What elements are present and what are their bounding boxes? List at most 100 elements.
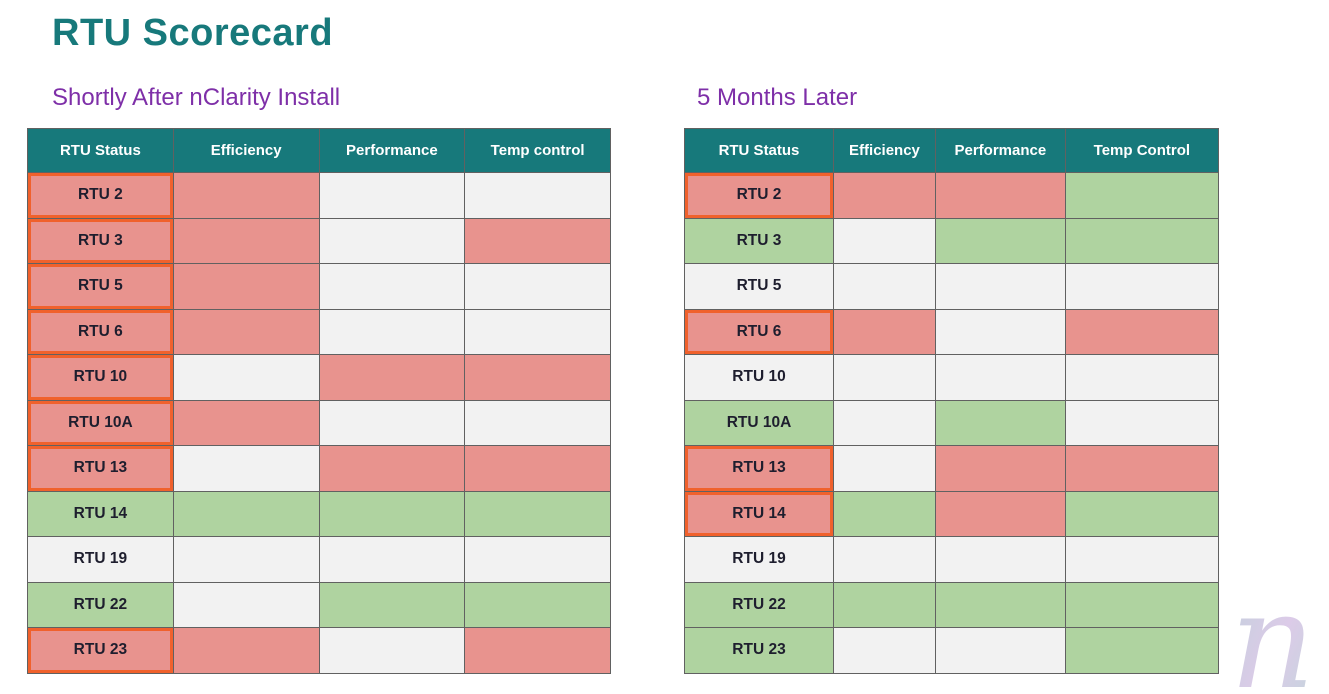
nclarity-logo-watermark: n	[1230, 576, 1315, 694]
scorecard-table-after: RTU Status Efficiency Performance Temp Cont…	[684, 128, 1220, 674]
column-header-temp-control: Temp control	[464, 128, 611, 173]
table-row-rtu-22: RTU 22	[684, 581, 1220, 628]
performance-cell	[318, 354, 466, 401]
temp-control-cell	[1064, 627, 1220, 674]
temp-control-cell	[464, 490, 611, 537]
efficiency-cell	[172, 627, 320, 674]
table-row-rtu-6: RTU 6	[684, 308, 1220, 355]
table-row-rtu-10: RTU 10	[684, 354, 1220, 401]
rtu-status-cell: RTU 5	[27, 263, 174, 310]
temp-control-cell	[1064, 354, 1220, 401]
efficiency-cell	[172, 581, 320, 628]
performance-cell	[934, 627, 1066, 674]
performance-cell	[934, 217, 1066, 264]
efficiency-cell	[172, 217, 320, 264]
table-row-rtu-2: RTU 2	[27, 172, 611, 219]
column-header-efficiency: Efficiency	[832, 128, 936, 173]
temp-control-cell	[1064, 308, 1220, 355]
temp-control-cell	[464, 172, 611, 219]
temp-control-cell	[1064, 172, 1220, 219]
column-header-rtu-status: RTU Status	[27, 128, 174, 173]
efficiency-cell	[832, 581, 936, 628]
rtu-status-cell: RTU 3	[684, 217, 834, 264]
efficiency-cell	[172, 263, 320, 310]
table-row-rtu-10a: RTU 10A	[27, 399, 611, 446]
header-row: RTU Status Efficiency Performance Temp Cont…	[684, 128, 1220, 173]
rtu-status-cell: RTU 5	[684, 263, 834, 310]
column-header-performance: Performance	[318, 128, 466, 173]
table-row-rtu-5: RTU 5	[684, 263, 1220, 310]
table-row-rtu-13: RTU 13	[27, 445, 611, 492]
table-row-rtu-6: RTU 6	[27, 308, 611, 355]
efficiency-cell	[172, 354, 320, 401]
performance-cell	[318, 445, 466, 492]
efficiency-cell	[172, 536, 320, 583]
temp-control-cell	[464, 308, 611, 355]
rtu-status-cell: RTU 3	[27, 217, 174, 264]
scorecard-section-before: Shortly After nClarity Install RTU Statu…	[27, 84, 611, 674]
performance-cell	[318, 627, 466, 674]
temp-control-cell	[464, 627, 611, 674]
temp-control-cell	[464, 445, 611, 492]
performance-cell	[934, 581, 1066, 628]
rtu-status-cell: RTU 23	[27, 627, 174, 674]
efficiency-cell	[832, 490, 936, 537]
table-row-rtu-14: RTU 14	[27, 490, 611, 537]
temp-control-cell	[464, 354, 611, 401]
temp-control-cell	[464, 217, 611, 264]
temp-control-cell	[464, 536, 611, 583]
temp-control-cell	[1064, 536, 1220, 583]
efficiency-cell	[172, 399, 320, 446]
efficiency-cell	[172, 172, 320, 219]
performance-cell	[318, 581, 466, 628]
rtu-status-cell: RTU 14	[27, 490, 174, 537]
efficiency-cell	[172, 490, 320, 537]
table-row-rtu-2: RTU 2	[684, 172, 1220, 219]
column-header-rtu-status: RTU Status	[684, 128, 834, 173]
efficiency-cell	[832, 354, 936, 401]
performance-cell	[934, 490, 1066, 537]
temp-control-cell	[1064, 581, 1220, 628]
efficiency-cell	[832, 308, 936, 355]
performance-cell	[934, 536, 1066, 583]
table-row-rtu-19: RTU 19	[684, 536, 1220, 583]
scorecard-table-before: RTU Status Efficiency Performance Temp cont…	[27, 128, 611, 674]
rtu-status-cell: RTU 13	[684, 445, 834, 492]
efficiency-cell	[832, 399, 936, 446]
efficiency-cell	[832, 627, 936, 674]
rtu-status-cell: RTU 10A	[27, 399, 174, 446]
performance-cell	[934, 399, 1066, 446]
temp-control-cell	[464, 581, 611, 628]
rtu-status-cell: RTU 13	[27, 445, 174, 492]
table-row-rtu-23: RTU 23	[684, 627, 1220, 674]
subtitle-after: 5 Months Later	[697, 84, 858, 111]
subtitle-before: Shortly After nClarity Install	[52, 84, 341, 111]
performance-cell	[318, 399, 466, 446]
rtu-status-cell: RTU 22	[684, 581, 834, 628]
performance-cell	[318, 172, 466, 219]
rtu-status-cell: RTU 6	[684, 308, 834, 355]
performance-cell	[934, 172, 1066, 219]
efficiency-cell	[832, 263, 936, 310]
temp-control-cell	[1064, 217, 1220, 264]
efficiency-cell	[832, 172, 936, 219]
efficiency-cell	[172, 445, 320, 492]
rtu-status-cell: RTU 10	[684, 354, 834, 401]
table-row-rtu-5: RTU 5	[27, 263, 611, 310]
performance-cell	[318, 308, 466, 355]
performance-cell	[318, 263, 466, 310]
table-row-rtu-10: RTU 10	[27, 354, 611, 401]
temp-control-cell	[1064, 263, 1220, 310]
scorecard-section-after: 5 Months Later RTU Status Efficiency Perfo…	[684, 84, 1220, 674]
rtu-status-cell: RTU 10	[27, 354, 174, 401]
rtu-status-cell: RTU 19	[684, 536, 834, 583]
efficiency-cell	[832, 217, 936, 264]
table-row-rtu-13: RTU 13	[684, 445, 1220, 492]
temp-control-cell	[464, 399, 611, 446]
rtu-status-cell: RTU 10A	[684, 399, 834, 446]
efficiency-cell	[172, 308, 320, 355]
rtu-status-cell: RTU 6	[27, 308, 174, 355]
performance-cell	[934, 263, 1066, 310]
performance-cell	[318, 536, 466, 583]
header-row: RTU Status Efficiency Performance Temp cont…	[27, 128, 611, 173]
